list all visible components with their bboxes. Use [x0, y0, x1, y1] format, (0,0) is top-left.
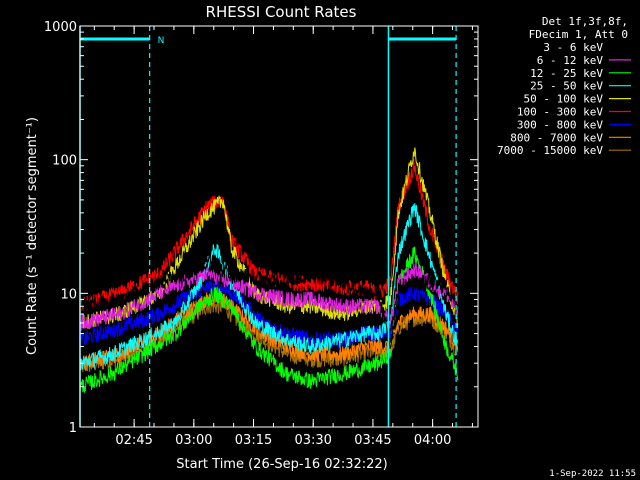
y-tick-label: 100: [52, 154, 77, 169]
legend-header: FDecim 1, Att 0: [529, 28, 628, 41]
y-axis-label: Count Rate (s⁻¹ detector segment⁻¹): [25, 117, 40, 355]
legend-entry-label: 50 - 100 keV: [524, 93, 604, 106]
y-tick-label: 1: [69, 421, 77, 436]
x-tick-label: 03:45: [354, 433, 391, 448]
flag-label: N: [158, 36, 165, 46]
legend-entry-label: 3 - 6 keV: [543, 41, 603, 54]
y-tick-label: 10: [60, 287, 77, 302]
series-line: [79, 262, 459, 331]
legend-entry-label: 100 - 300 keV: [517, 106, 603, 119]
legend-header: Det 1f,3f,8f,: [542, 15, 628, 28]
legend-entry-label: 800 - 7000 keV: [510, 131, 603, 144]
annotation-layer: N: [79, 26, 457, 427]
legend-entry-label: 6 - 12 keV: [537, 54, 604, 67]
x-tick-label: 03:00: [175, 433, 212, 448]
x-axis-label: Start Time (26-Sep-16 02:32:22): [176, 457, 387, 472]
footer-timestamp: 1-Sep-2022 11:55: [549, 469, 636, 479]
x-tick-label: 04:00: [414, 433, 451, 448]
y-tick-label: 1000: [44, 20, 77, 35]
plot-frame: [79, 25, 479, 428]
ticks-layer: 1 10 100 1000 02:45 03:00 03:15 03:30 03:45 04:00: [44, 20, 478, 448]
series-layer: [79, 147, 459, 393]
legend-entry-label: 300 - 800 keV: [517, 118, 603, 131]
series-line: [79, 203, 459, 370]
x-tick-label: 02:45: [115, 433, 152, 448]
legend-entry-label: 25 - 50 keV: [530, 80, 603, 93]
series-line: [79, 158, 459, 311]
series-line: [79, 255, 458, 349]
legend-entry-label: 12 - 25 keV: [530, 67, 603, 80]
x-tick-label: 03:15: [235, 433, 272, 448]
legend-entry-label: 7000 - 15000 keV: [497, 144, 603, 157]
chart-title: RHESSI Count Rates: [206, 3, 357, 21]
x-tick-label: 03:30: [294, 433, 331, 448]
